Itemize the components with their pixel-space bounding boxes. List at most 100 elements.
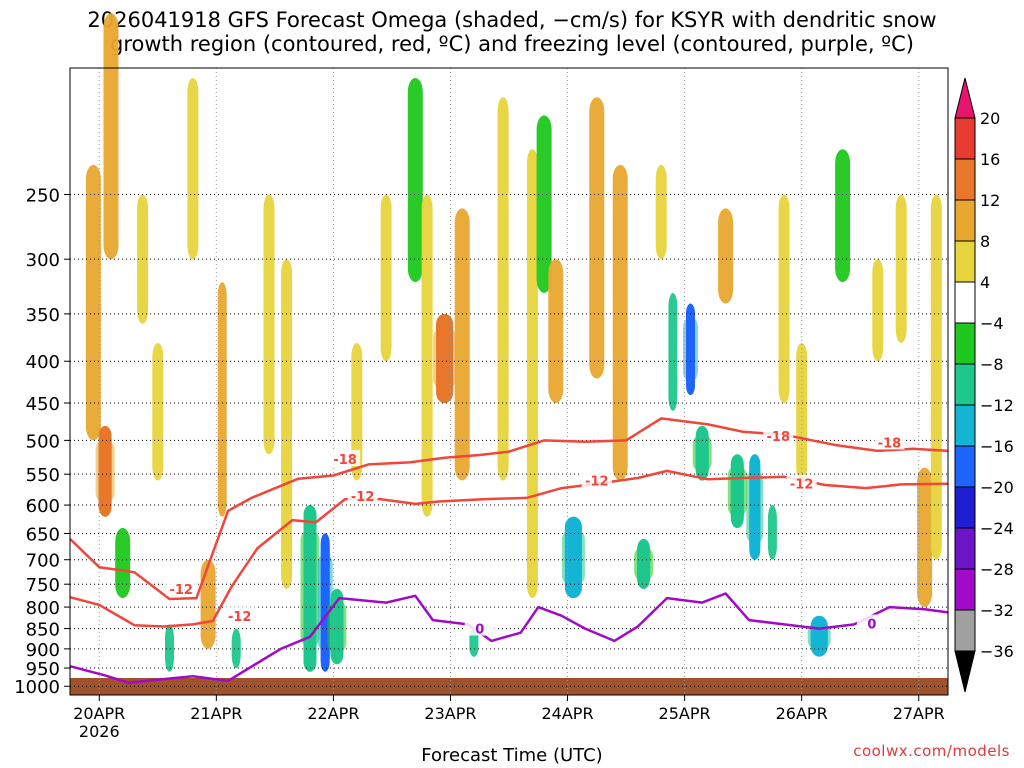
colorbar-label-11: −28 [980, 560, 1014, 579]
y-tick-label-700: 700 [26, 551, 60, 572]
omega-region-29 [612, 164, 628, 481]
y-tick-label-800: 800 [26, 598, 60, 619]
colorbar-band-10 [954, 486, 976, 529]
omega-region-26 [548, 259, 564, 403]
colorbar-band-12 [954, 568, 976, 611]
contour-label--18: -18 [333, 453, 357, 468]
contour-label-bg-1-2 [347, 487, 378, 504]
omega-region-43 [872, 259, 884, 362]
y-axis: 2503003504004505005506006507007508008509… [14, 186, 70, 698]
omega-region-17 [380, 194, 392, 362]
x-tick-label-3: 23APR [424, 704, 476, 723]
contour-label--12: -12 [169, 583, 193, 598]
omega-core-20 [436, 313, 454, 403]
omega-core-37 [749, 454, 761, 560]
omega-region-22 [469, 628, 479, 657]
omega-region-40 [796, 343, 808, 481]
ground-band [70, 678, 948, 695]
contour-label-bg-1-4 [786, 474, 817, 491]
colorbar-label-7: −12 [980, 396, 1014, 415]
x-tick-label-4: 24APR [541, 704, 593, 723]
colorbar-band-2 [954, 158, 976, 201]
omega-region-16 [351, 343, 363, 481]
omega-core-15 [330, 588, 344, 665]
omega-region-2 [103, 13, 119, 260]
contour--12 [69, 469, 949, 628]
y-tick-label-350: 350 [26, 305, 60, 326]
colorbar-label-8: −16 [980, 437, 1014, 456]
omega-region-31 [655, 164, 667, 260]
y-tick-label-1000: 1000 [14, 677, 60, 698]
colorbar-band-13 [954, 609, 976, 652]
omega-region-45 [917, 467, 933, 608]
colorbar-label-6: −8 [980, 355, 1004, 374]
omega-region-44 [895, 194, 907, 343]
contour-label-bg-1-1 [224, 606, 255, 623]
credit-link[interactable]: coolwx.com/models [853, 742, 1010, 760]
contour-label--12: -12 [228, 610, 252, 625]
colorbar-band-8 [954, 404, 976, 447]
omega-region-6 [165, 624, 174, 672]
y-tick-label-750: 750 [26, 575, 60, 596]
omega-region-28 [589, 97, 605, 379]
omega-region-11 [263, 194, 275, 455]
colorbar-label-12: −32 [980, 601, 1014, 620]
contour-label-0: 0 [867, 618, 876, 633]
x-tick-label-2: 22APR [307, 704, 359, 723]
omega-core-1 [98, 425, 112, 517]
grid-layer [70, 68, 948, 695]
omega-region-7 [187, 78, 199, 260]
x-tick-label-0: 20APR [73, 704, 125, 723]
y-tick-label-300: 300 [26, 250, 60, 271]
colorbar: 20 16 12 8 4 −4 −8 −12 −16 −20 −24 −28 −32 −36 [954, 77, 1014, 693]
omega-region-19 [421, 194, 433, 517]
x-tick-label-7: 27APR [893, 704, 945, 723]
contour-layer: -18 -18 -18 -12 -12 -12 -12 -12 0 0 [69, 417, 949, 684]
omega-region-35 [718, 208, 734, 304]
omega-region-3 [115, 527, 131, 599]
colorbar-label-9: −20 [980, 478, 1014, 497]
colorbar-band-6 [954, 322, 976, 365]
chart-title-line2: growth region (contoured, red, ºC) and f… [110, 32, 914, 56]
x-tick-label-6: 26APR [776, 704, 828, 723]
omega-region-9 [217, 282, 227, 517]
contour-label--18: -18 [767, 430, 791, 445]
contour-label--12: -12 [351, 490, 375, 505]
y-tick-label-650: 650 [26, 524, 60, 545]
omega-region-32 [668, 293, 678, 411]
colorbar-band-7 [954, 363, 976, 406]
y-tick-label-500: 500 [26, 431, 60, 452]
omega-core-13 [303, 505, 317, 672]
colorbar-band-5 [954, 281, 976, 324]
contour-0 [69, 592, 949, 684]
contour-label-bg-0-0 [330, 450, 361, 467]
y-tick-label-550: 550 [26, 465, 60, 486]
x-tick-label-5: 25APR [659, 704, 711, 723]
colorbar-label-1: 16 [980, 150, 1000, 169]
x-tick-sublabel-0: 2026 [79, 722, 120, 741]
y-tick-label-400: 400 [26, 352, 60, 373]
omega-region-18 [407, 78, 423, 283]
y-tick-label-600: 600 [26, 496, 60, 517]
y-tick-label-900: 900 [26, 640, 60, 661]
contour-label--12: -12 [790, 478, 814, 493]
contour-label-bg-1-0 [166, 579, 197, 596]
omega-shading-layer [85, 13, 942, 672]
omega-region-46 [930, 194, 942, 560]
omega-region-10 [231, 628, 241, 669]
contour-label-bg-0-2 [874, 433, 905, 450]
omega-region-39 [778, 194, 790, 403]
omega-region-0 [85, 164, 101, 441]
plot-frame [69, 67, 949, 696]
colorbar-band-11 [954, 527, 976, 570]
omega-core-33 [686, 303, 695, 396]
omega-region-8 [200, 559, 216, 649]
omega-region-42 [835, 149, 851, 283]
y-tick-label-850: 850 [26, 620, 60, 641]
colorbar-band-1 [954, 117, 976, 160]
y-tick-label-450: 450 [26, 394, 60, 415]
contour-label-0: 0 [475, 623, 484, 638]
contour-label-bg-2-1 [856, 614, 887, 631]
